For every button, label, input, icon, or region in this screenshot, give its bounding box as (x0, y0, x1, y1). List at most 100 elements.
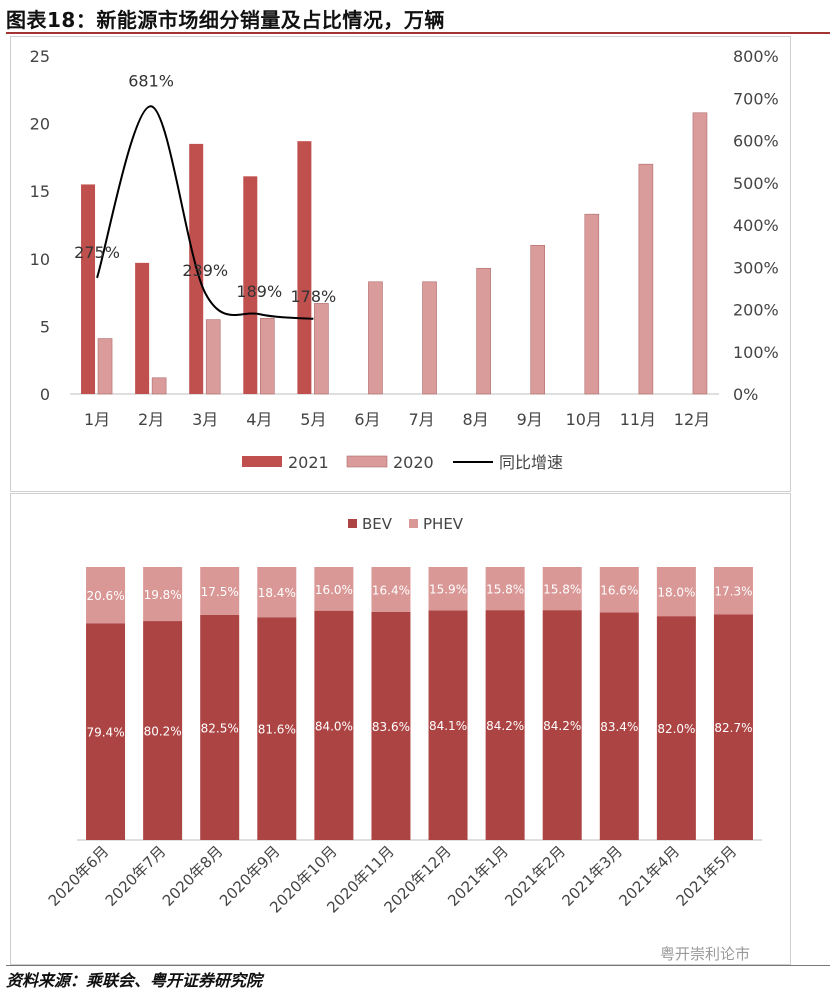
bar-2020 (368, 281, 383, 395)
bar-2021 (135, 262, 150, 394)
x-tick-label: 8月 (463, 410, 489, 429)
phev-data-label: 16.4% (372, 583, 410, 597)
bar-2020 (638, 163, 654, 395)
watermark: 粤开崇利论市 (660, 945, 751, 963)
bev-phev-share-chart: BEV PHEV 79.4% 20.6% 2020年6月 80.2% 19.8% 2020年7… (45, 515, 762, 917)
yoy-data-label: 178% (291, 287, 337, 306)
bar-2020 (530, 244, 546, 395)
y-right-tick-label: 700% (733, 89, 779, 108)
bar-bev (485, 610, 525, 840)
y-left-tick-label: 15 (30, 182, 50, 201)
bev-data-label: 82.0% (657, 722, 695, 736)
y-right-tick-label: 200% (733, 301, 779, 320)
bar-bev (428, 610, 468, 840)
bar-2020 (97, 338, 113, 395)
source-note: 资料来源：乘联会、粤开证券研究院 (6, 971, 263, 990)
bar-phev (314, 567, 354, 611)
yoy-data-label: 189% (236, 282, 282, 301)
bar-phev (485, 567, 525, 611)
y-right-tick-label: 600% (733, 132, 779, 151)
y-right-tick-label: 300% (733, 258, 779, 277)
yoy-data-label: 275% (74, 243, 120, 262)
phev-data-label: 15.8% (543, 583, 581, 597)
bar-phev (542, 567, 582, 611)
legend-label: 2021 (288, 453, 329, 472)
bar-2020 (151, 377, 167, 395)
phev-data-label: 18.4% (258, 586, 296, 600)
bar-2020 (584, 213, 600, 395)
legend-label: 2020 (393, 453, 434, 472)
bar-bev (371, 611, 411, 840)
bar-bev (713, 614, 753, 840)
y-left-tick-label: 0 (40, 385, 50, 404)
bev-data-label: 80.2% (144, 725, 182, 739)
bar-2021 (81, 184, 96, 394)
bar-2020 (476, 267, 491, 395)
bar-2020 (259, 317, 275, 395)
x-tick-label: 2020年6月 (45, 842, 113, 910)
bar-2020 (205, 319, 221, 395)
sales-chart-panel: 0 5 10 15 20 25 0% 100% 200% 300% 400% 500% 600% 700%… (10, 36, 791, 492)
x-tick-label: 2021年4月 (616, 842, 684, 910)
x-tick-label: 2020年8月 (159, 842, 227, 910)
x-tick-label: 2021年3月 (558, 842, 626, 910)
x-tick-label: 12月 (674, 410, 710, 429)
bev-data-label: 82.5% (201, 721, 239, 735)
bar-phev (656, 567, 696, 617)
bar-2020 (422, 281, 437, 395)
bev-data-label: 79.4% (86, 726, 124, 740)
x-tick-label: 2021年2月 (501, 842, 569, 910)
y-right-tick-label: 500% (733, 174, 779, 193)
source-divider (6, 965, 830, 966)
bar-bev (656, 616, 696, 840)
bar-phev (143, 567, 183, 622)
y-right-tick-label: 400% (733, 216, 779, 235)
legend-swatch (409, 519, 418, 528)
y-right-tick-label: 800% (733, 47, 779, 66)
bar-2021 (297, 141, 312, 394)
bar-phev (200, 567, 240, 615)
x-tick-label: 6月 (354, 410, 380, 429)
legend-label: BEV (362, 515, 393, 533)
bar-2020 (314, 303, 329, 395)
bar-bev (200, 614, 240, 840)
legend-swatch (348, 519, 357, 528)
legend-swatch (242, 456, 282, 467)
bev-phev-share-panel: BEV PHEV 79.4% 20.6% 2020年6月 80.2% 19.8% 2020年7… (10, 493, 791, 965)
y-right-tick-label: 0% (733, 385, 758, 404)
bar-phev (257, 567, 297, 618)
bev-data-label: 84.2% (486, 719, 524, 733)
bar-bev (143, 621, 183, 840)
x-tick-label: 4月 (246, 410, 272, 429)
bev-data-label: 84.2% (543, 719, 581, 733)
bar-phev (599, 567, 639, 613)
y-left-tick-label: 10 (30, 250, 50, 269)
phev-data-label: 19.8% (144, 588, 182, 602)
bar-bev (86, 623, 126, 840)
x-tick-label: 1月 (84, 410, 110, 429)
x-tick-label: 10月 (566, 410, 602, 429)
legend-swatch (346, 455, 388, 468)
phev-data-label: 17.5% (201, 585, 239, 599)
yoy-data-label: 239% (182, 261, 228, 280)
y-left-tick-label: 5 (40, 317, 50, 336)
x-tick-label: 2020年7月 (102, 842, 170, 910)
bar-phev (428, 567, 468, 611)
bar-2021 (243, 176, 258, 394)
phev-data-label: 15.9% (429, 583, 467, 597)
x-tick-label: 5月 (300, 410, 326, 429)
bar-bev (257, 617, 297, 840)
phev-data-label: 18.0% (657, 586, 695, 600)
bev-data-label: 82.7% (714, 721, 752, 735)
monthly-sales-chart: 0 5 10 15 20 25 0% 100% 200% 300% 400% 500% 600% 700%… (30, 47, 779, 472)
x-tick-label: 2021年1月 (444, 842, 512, 910)
x-tick-label: 7月 (408, 410, 434, 429)
figure-title: 图表18：新能源市场细分销量及占比情况，万辆 (6, 8, 445, 32)
bar-bev (314, 610, 354, 840)
bev-data-label: 84.0% (315, 719, 353, 733)
title-divider (6, 32, 830, 34)
x-tick-label: 9月 (517, 410, 543, 429)
y-left-tick-label: 20 (30, 115, 50, 134)
bev-data-label: 84.1% (429, 719, 467, 733)
bev-data-label: 83.4% (600, 720, 638, 734)
